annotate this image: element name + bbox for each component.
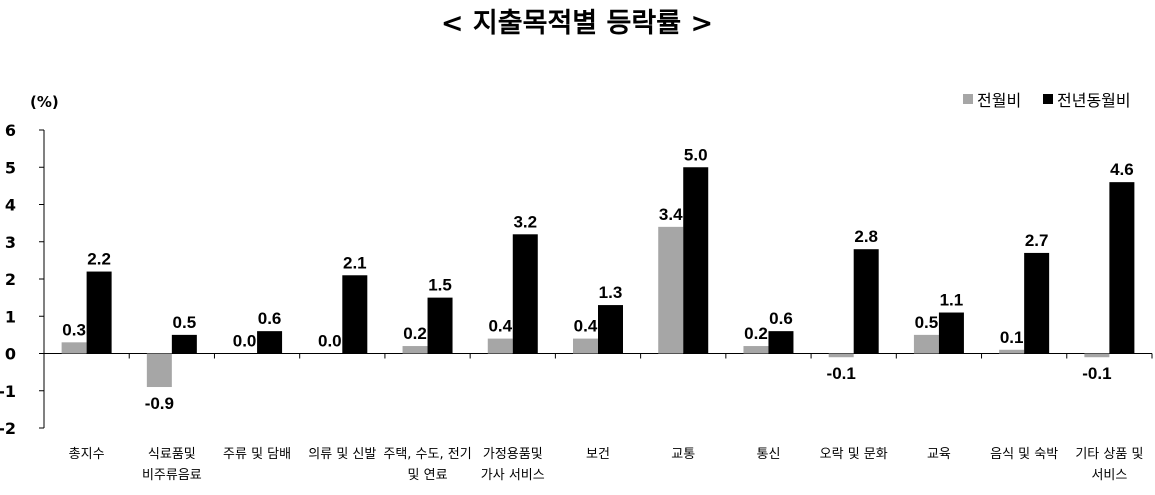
y-tick-label: 1 <box>5 307 16 326</box>
bar-yoy <box>598 305 623 354</box>
category-label: 주류 및 담배 <box>223 447 291 462</box>
data-label-yoy: 1.5 <box>428 276 452 295</box>
bar-mom <box>487 338 513 354</box>
data-label-yoy: 0.6 <box>769 309 793 328</box>
data-label-yoy: 0.5 <box>173 313 197 332</box>
data-label-mom: -0.9 <box>145 394 174 413</box>
data-label-mom: 0.4 <box>488 317 512 336</box>
data-label-yoy: 2.2 <box>87 250 111 269</box>
data-label-mom: 0.0 <box>233 332 257 351</box>
bar-yoy <box>512 234 538 354</box>
bar-yoy <box>768 331 794 354</box>
category-label: 기타 상품 및 <box>1075 447 1143 462</box>
y-tick-label: -2 <box>0 419 16 438</box>
data-label-mom: -0.1 <box>827 364 856 383</box>
data-label-yoy: 2.8 <box>854 227 878 246</box>
data-labels: 0.32.2-0.90.50.00.60.02.10.21.50.43.20.4… <box>62 145 1133 413</box>
bar-mom <box>573 338 598 354</box>
legend-swatch-yoy <box>1043 94 1053 104</box>
bar-yoy <box>683 167 709 354</box>
data-label-yoy: 2.7 <box>1025 231 1049 250</box>
category-label: 의류 및 신발 <box>308 447 376 462</box>
bar-mom <box>61 342 87 354</box>
data-label-yoy: 2.1 <box>343 253 367 272</box>
y-tick-label: -1 <box>0 382 16 401</box>
data-label-mom: -0.1 <box>1082 364 1111 383</box>
category-label: 보건 <box>586 447 610 462</box>
data-label-mom: 0.5 <box>915 313 939 332</box>
category-label: 통신 <box>757 447 781 462</box>
bar-yoy <box>427 297 453 354</box>
category-label: 서비스 <box>1091 468 1127 483</box>
bar-yoy <box>257 331 283 354</box>
bar-mom <box>999 349 1025 354</box>
axes: 6 5 4 3 2 1 0 -1 -2 <box>0 121 1153 438</box>
bar-mom <box>658 226 684 354</box>
data-label-mom: 3.4 <box>659 205 683 224</box>
category-label: 가사 서비스 <box>481 468 545 483</box>
chart-title: < 지출목적별 등락률 > <box>441 8 713 39</box>
category-label: 교육 <box>927 447 951 462</box>
bar-mom <box>743 346 769 354</box>
y-tick-label: 3 <box>5 233 16 252</box>
category-label: 비주류음료 <box>142 468 202 483</box>
bar-mom <box>146 353 172 388</box>
bar-yoy <box>853 249 879 354</box>
data-label-yoy: 1.1 <box>940 291 964 310</box>
y-axis-unit-label: (%) <box>30 93 59 111</box>
data-label-mom: 0.2 <box>403 324 427 343</box>
bars <box>61 167 1135 388</box>
bar-mom <box>402 346 428 354</box>
category-label: 오락 및 문화 <box>820 447 888 462</box>
bar-yoy <box>1024 252 1050 354</box>
legend: 전월비 전년동월비 <box>963 91 1131 110</box>
bar-mom <box>913 334 939 354</box>
category-label: 총지수 <box>69 447 105 462</box>
bar-yoy <box>86 271 112 354</box>
bar-yoy <box>171 334 197 354</box>
data-label-mom: 0.4 <box>574 317 598 336</box>
data-label-yoy: 3.2 <box>513 212 537 231</box>
data-label-yoy: 1.3 <box>599 283 623 302</box>
bar-mom <box>1084 353 1110 358</box>
bar-yoy <box>938 312 964 354</box>
y-tick-label: 2 <box>5 270 16 289</box>
data-label-yoy: 4.6 <box>1110 160 1134 179</box>
category-label: 교통 <box>671 447 695 462</box>
category-label: 주택, 수도, 전기 <box>383 447 471 462</box>
y-tick-label: 0 <box>5 345 16 364</box>
category-label: 음식 및 숙박 <box>990 447 1058 462</box>
y-tick-label: 6 <box>5 121 16 140</box>
data-label-mom: 0.0 <box>318 332 342 351</box>
y-tick-label: 5 <box>5 158 16 177</box>
category-label: 식료품및 <box>148 447 196 462</box>
legend-label-mom: 전월비 <box>977 91 1021 110</box>
legend-label-yoy: 전년동월비 <box>1057 91 1131 110</box>
data-label-mom: 0.2 <box>744 324 768 343</box>
data-label-mom: 0.3 <box>62 320 86 339</box>
category-label: 가정용품및 <box>483 447 543 462</box>
y-tick-label: 4 <box>5 196 16 215</box>
bar-yoy <box>1109 182 1135 354</box>
category-label: 및 연료 <box>408 468 448 483</box>
data-label-yoy: 5.0 <box>684 145 708 164</box>
data-label-mom: 0.1 <box>1000 328 1024 347</box>
data-label-yoy: 0.6 <box>258 309 282 328</box>
legend-swatch-mom <box>963 94 973 104</box>
bar-mom <box>828 353 854 358</box>
bar-yoy <box>342 275 368 354</box>
